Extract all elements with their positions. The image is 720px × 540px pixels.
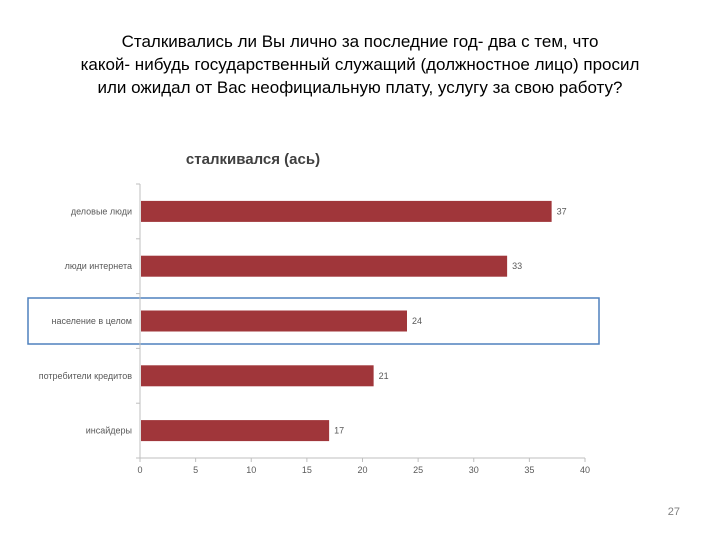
x-tick-label: 20 [357, 465, 367, 475]
bar [141, 310, 407, 332]
x-tick-label: 35 [524, 465, 534, 475]
data-label: 37 [557, 206, 567, 216]
bar [141, 420, 330, 442]
highlight-frame [27, 297, 600, 345]
slide-title: Сталкивались ли Вы лично за последние го… [20, 30, 700, 99]
data-label: 17 [334, 426, 344, 436]
category-label: потребители кредитов [39, 371, 132, 381]
category-label: инсайдеры [86, 426, 132, 436]
data-label: 33 [512, 261, 522, 271]
x-tick-label: 10 [246, 465, 256, 475]
bar [141, 200, 552, 222]
x-tick-label: 25 [413, 465, 423, 475]
slide-title-line: какой- нибудь государственный служащий (… [80, 55, 640, 74]
slide-title-line: Сталкивались ли Вы лично за последние го… [121, 32, 599, 51]
bar [141, 255, 508, 277]
category-label: население в целом [51, 316, 132, 326]
bar [141, 365, 374, 387]
x-tick-label: 5 [193, 465, 198, 475]
category-label: деловые люди [71, 206, 132, 216]
x-tick-label: 40 [580, 465, 590, 475]
category-label: люди интернета [65, 261, 132, 271]
x-tick-label: 15 [302, 465, 312, 475]
data-label: 24 [412, 316, 422, 326]
page-number: 27 [667, 506, 680, 518]
slide-title-line: или ожидал от Вас неофициальную плату, у… [97, 78, 623, 97]
data-label: 21 [379, 371, 389, 381]
x-tick-label: 0 [137, 465, 142, 475]
x-tick-label: 30 [469, 465, 479, 475]
chart-title: сталкивался (ась) [186, 151, 320, 168]
